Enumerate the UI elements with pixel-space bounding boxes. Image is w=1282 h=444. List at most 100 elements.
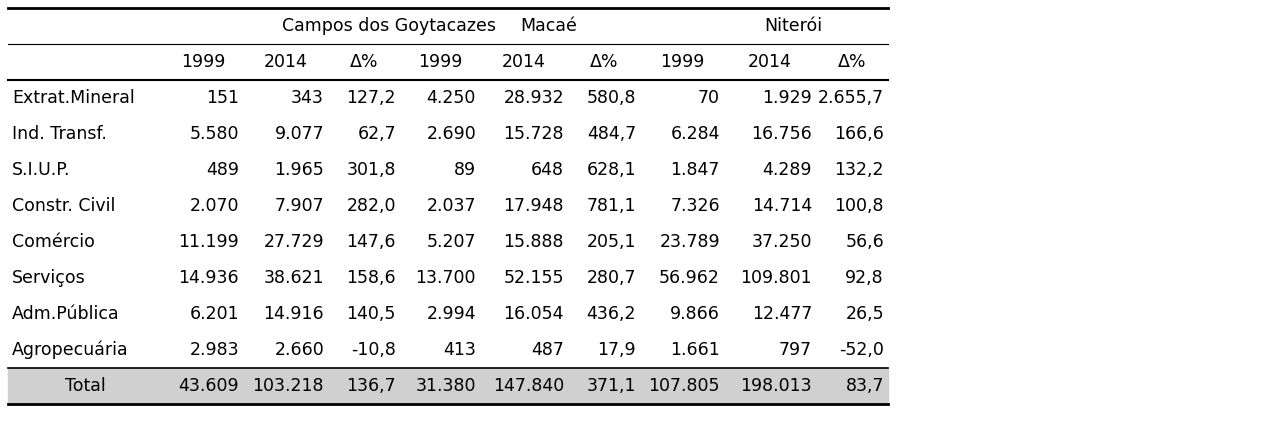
Text: 1999: 1999 [418, 53, 463, 71]
Text: 17,9: 17,9 [597, 341, 636, 359]
Text: 2.690: 2.690 [426, 125, 476, 143]
Text: 7.326: 7.326 [670, 197, 720, 215]
Text: 580,8: 580,8 [586, 89, 636, 107]
Text: 28.932: 28.932 [504, 89, 564, 107]
Text: 89: 89 [454, 161, 476, 179]
Text: 13.700: 13.700 [415, 269, 476, 287]
Text: 15.888: 15.888 [504, 233, 564, 251]
Text: 282,0: 282,0 [346, 197, 396, 215]
Text: 15.728: 15.728 [504, 125, 564, 143]
Text: 83,7: 83,7 [846, 377, 885, 395]
Text: Constr. Civil: Constr. Civil [12, 197, 115, 215]
Text: 489: 489 [206, 161, 238, 179]
Text: 413: 413 [444, 341, 476, 359]
Text: 158,6: 158,6 [346, 269, 396, 287]
Text: 16.054: 16.054 [504, 305, 564, 323]
Text: 1.847: 1.847 [670, 161, 720, 179]
Text: 147,6: 147,6 [346, 233, 396, 251]
Text: Macaé: Macaé [520, 17, 577, 35]
Text: 92,8: 92,8 [845, 269, 885, 287]
Text: 205,1: 205,1 [586, 233, 636, 251]
Text: 371,1: 371,1 [586, 377, 636, 395]
Text: 7.907: 7.907 [274, 197, 324, 215]
Text: 5.580: 5.580 [190, 125, 238, 143]
Text: 132,2: 132,2 [835, 161, 885, 179]
Text: 343: 343 [291, 89, 324, 107]
Text: 23.789: 23.789 [659, 233, 720, 251]
Text: 5.207: 5.207 [427, 233, 476, 251]
Text: 52.155: 52.155 [504, 269, 564, 287]
Text: -52,0: -52,0 [840, 341, 885, 359]
Text: 2014: 2014 [749, 53, 792, 71]
Text: 70: 70 [697, 89, 720, 107]
Text: 1.965: 1.965 [274, 161, 324, 179]
Text: 26,5: 26,5 [845, 305, 885, 323]
Text: 628,1: 628,1 [586, 161, 636, 179]
Text: 2.994: 2.994 [427, 305, 476, 323]
Text: 16.756: 16.756 [751, 125, 812, 143]
Text: 2.070: 2.070 [190, 197, 238, 215]
Text: 140,5: 140,5 [346, 305, 396, 323]
Text: 2.655,7: 2.655,7 [818, 89, 885, 107]
Text: Campos dos Goytacazes: Campos dos Goytacazes [282, 17, 496, 35]
Text: 484,7: 484,7 [587, 125, 636, 143]
Text: 1.661: 1.661 [670, 341, 720, 359]
Text: Δ%: Δ% [350, 53, 378, 71]
Text: Comércio: Comércio [12, 233, 95, 251]
Text: S.I.U.P.: S.I.U.P. [12, 161, 71, 179]
Text: 1.929: 1.929 [763, 89, 812, 107]
Text: 43.609: 43.609 [178, 377, 238, 395]
Text: 797: 797 [779, 341, 812, 359]
Text: 14.936: 14.936 [178, 269, 238, 287]
Text: 14.714: 14.714 [751, 197, 812, 215]
Text: 6.284: 6.284 [670, 125, 720, 143]
Text: Extrat.Mineral: Extrat.Mineral [12, 89, 135, 107]
Text: 280,7: 280,7 [586, 269, 636, 287]
Bar [8, 368, 888, 404]
Text: 9.866: 9.866 [670, 305, 720, 323]
Text: 166,6: 166,6 [835, 125, 885, 143]
Text: 17.948: 17.948 [504, 197, 564, 215]
Text: 56.962: 56.962 [659, 269, 720, 287]
Text: 14.916: 14.916 [263, 305, 324, 323]
Text: 198.013: 198.013 [741, 377, 812, 395]
Text: 127,2: 127,2 [346, 89, 396, 107]
Text: 436,2: 436,2 [586, 305, 636, 323]
Text: 109.801: 109.801 [741, 269, 812, 287]
Text: 1999: 1999 [181, 53, 226, 71]
Text: 1999: 1999 [660, 53, 704, 71]
Text: 4.250: 4.250 [427, 89, 476, 107]
Text: 103.218: 103.218 [253, 377, 324, 395]
Text: Serviços: Serviços [12, 269, 86, 287]
Text: Ind. Transf.: Ind. Transf. [12, 125, 106, 143]
Text: 56,6: 56,6 [845, 233, 885, 251]
Text: 781,1: 781,1 [586, 197, 636, 215]
Text: 2.037: 2.037 [427, 197, 476, 215]
Text: Adm.Pública: Adm.Pública [12, 305, 119, 323]
Text: Δ%: Δ% [590, 53, 618, 71]
Text: 27.729: 27.729 [263, 233, 324, 251]
Text: Δ%: Δ% [837, 53, 867, 71]
Text: 151: 151 [206, 89, 238, 107]
Text: 2.983: 2.983 [190, 341, 238, 359]
Text: 12.477: 12.477 [751, 305, 812, 323]
Text: 11.199: 11.199 [178, 233, 238, 251]
Text: 37.250: 37.250 [751, 233, 812, 251]
Text: 4.289: 4.289 [763, 161, 812, 179]
Text: 9.077: 9.077 [274, 125, 324, 143]
Text: 487: 487 [531, 341, 564, 359]
Text: 147.840: 147.840 [492, 377, 564, 395]
Text: Niterói: Niterói [764, 17, 822, 35]
Text: 62,7: 62,7 [358, 125, 396, 143]
Text: 2014: 2014 [264, 53, 308, 71]
Text: 107.805: 107.805 [649, 377, 720, 395]
Text: 100,8: 100,8 [835, 197, 885, 215]
Text: 2.660: 2.660 [274, 341, 324, 359]
Text: 301,8: 301,8 [346, 161, 396, 179]
Text: 2014: 2014 [503, 53, 546, 71]
Text: Total: Total [65, 377, 106, 395]
Text: 31.380: 31.380 [415, 377, 476, 395]
Text: 38.621: 38.621 [263, 269, 324, 287]
Text: -10,8: -10,8 [351, 341, 396, 359]
Text: 6.201: 6.201 [190, 305, 238, 323]
